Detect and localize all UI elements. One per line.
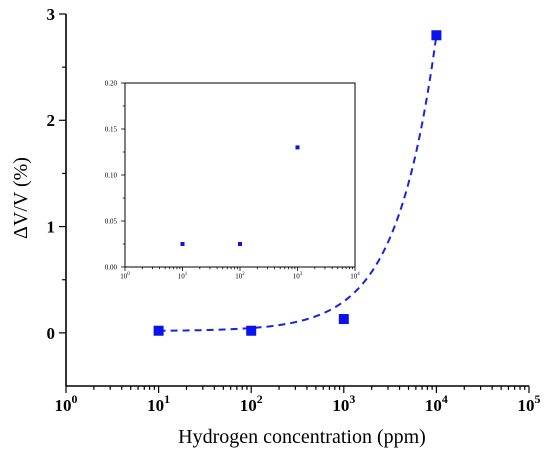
x-tick-label: 103 <box>293 272 303 280</box>
y-tick-label: 1 <box>47 218 56 237</box>
data-point <box>431 30 442 41</box>
data-point <box>295 145 300 150</box>
inset-frame <box>124 82 356 268</box>
inset-plot: 100 101 102 103 104 0.00 0.05 0.10 0.15 0.20 <box>105 79 361 280</box>
data-point <box>180 242 185 246</box>
x-tick-label: 102 <box>240 392 263 415</box>
x-tick-label: 102 <box>235 272 245 280</box>
data-point <box>153 325 164 336</box>
y-tick-label: 0.05 <box>105 217 118 225</box>
x-tick-label: 104 <box>425 392 448 415</box>
x-tick-label: 104 <box>350 272 360 280</box>
y-axis-title: ΔV/V (%) <box>10 157 32 239</box>
x-tick-label: 103 <box>332 392 355 415</box>
x-tick-label: 101 <box>178 272 188 280</box>
y-tick-label: 3 <box>47 5 56 24</box>
y-tick-label: 0.15 <box>105 125 118 133</box>
x-axis-title: Hydrogen concentration (ppm) <box>178 426 426 448</box>
data-point <box>238 242 242 246</box>
x-tick-label: 100 <box>120 272 130 280</box>
y-tick-label: 0.00 <box>105 263 118 271</box>
fit-curve <box>158 35 438 332</box>
data-point <box>246 325 257 336</box>
x-tick-label: 105 <box>518 392 541 415</box>
x-tick-label: 100 <box>55 392 78 415</box>
main-plot: 100 101 102 103 104 105 0 1 2 3 <box>47 5 541 415</box>
y-tick-label: 0.20 <box>105 79 118 87</box>
data-point <box>338 314 349 325</box>
y-tick-label: 0 <box>47 324 56 343</box>
y-tick-label: 0.10 <box>105 171 118 179</box>
y-tick-label: 2 <box>47 111 56 130</box>
x-tick-label: 101 <box>147 392 170 415</box>
